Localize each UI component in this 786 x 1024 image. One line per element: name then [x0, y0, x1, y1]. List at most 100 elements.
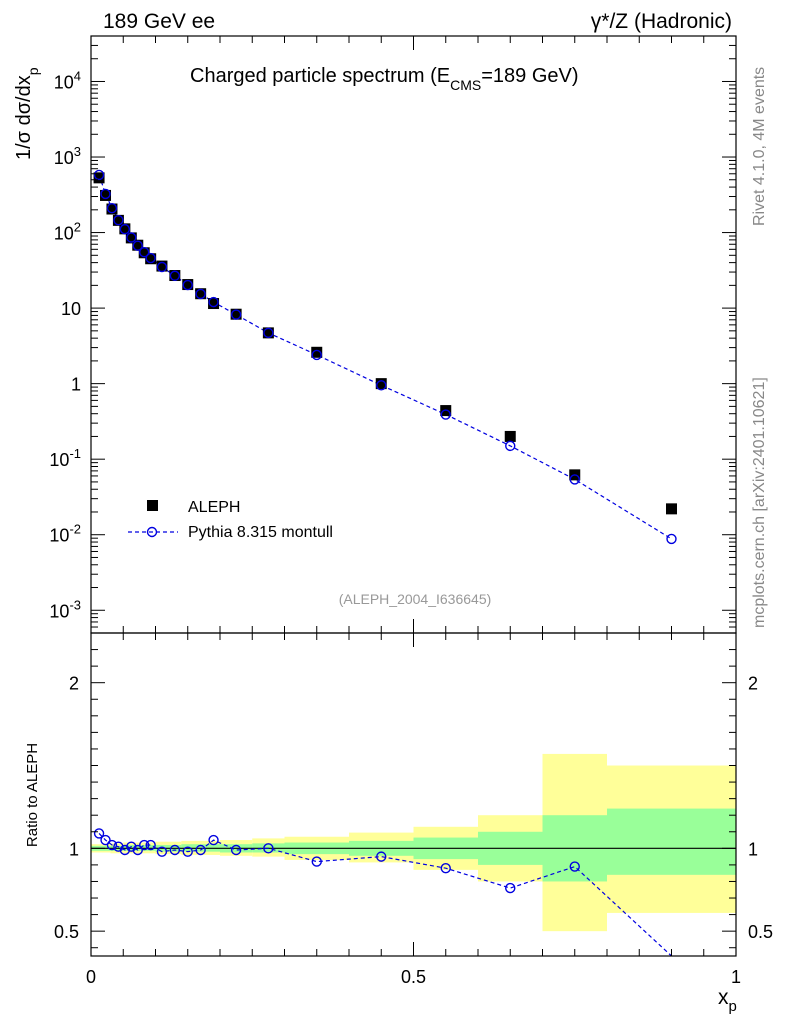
main-ytick-label-exp: 2 [74, 220, 81, 235]
aleph-point [125, 232, 137, 244]
main-title-sub: CMS [450, 77, 481, 93]
mc-point [126, 232, 137, 243]
ratio-point [132, 844, 143, 856]
mc-point [145, 252, 156, 264]
ratio-xtick-label: 0 [86, 967, 96, 987]
main-ylabel-sub: p [25, 67, 41, 75]
mc-point [263, 327, 274, 339]
aleph-point [119, 223, 131, 235]
ratio-xtick-label: 1 [731, 967, 741, 987]
aleph-point [182, 279, 194, 291]
mc-point [230, 309, 242, 320]
aleph-point [156, 260, 168, 272]
main-ytick-label-exp: -1 [69, 446, 81, 461]
mc-point [208, 296, 219, 308]
mc-point [156, 261, 168, 273]
main-ytick-label-base: 10 [54, 148, 74, 168]
mc-point [139, 246, 150, 258]
main-ytick-label: 1 [71, 375, 81, 395]
main-ytick-label-exp: -2 [69, 522, 81, 537]
mc-point [195, 288, 206, 300]
side-rivet: Rivet 4.1.0, 4M events [751, 67, 768, 226]
ratio-ytick-label-right: 2 [748, 674, 758, 694]
mc-point [93, 169, 105, 181]
ratio-xlabel-sub: p [729, 998, 737, 1015]
ratio-point [376, 851, 387, 862]
main-title-text: Charged particle spectrum (E [190, 65, 450, 87]
header-right: γ*/Z (Hadronic) [591, 10, 732, 33]
ratio-ytick-label: 2 [69, 674, 79, 694]
mc-point [569, 474, 580, 485]
aleph-point [100, 189, 112, 201]
ratio-xlabel: xp [718, 986, 737, 1015]
ratio-point [230, 844, 242, 856]
mc-point [666, 533, 677, 545]
aleph-point [106, 203, 118, 215]
legend-label-aleph: ALEPH [188, 499, 240, 516]
main-ytick-label-exp: 3 [74, 144, 81, 159]
side-mcplots: mcplots.cern.ch [arXiv:2401.10621] [751, 377, 768, 628]
ratio-xlabel-text: x [718, 986, 729, 1009]
aleph-point [112, 214, 124, 226]
main-ytick-label: 103 [54, 144, 81, 168]
main-ytick-label: 10-2 [49, 522, 81, 546]
aleph-point [169, 270, 181, 282]
aleph-point [262, 327, 274, 339]
ratio-point [263, 843, 274, 854]
ratio-xtick-label: 0.5 [401, 967, 426, 987]
main-ytick-label-base: 10 [49, 450, 69, 470]
aleph-point [138, 247, 150, 259]
ratio-point [93, 828, 105, 839]
aleph-point [145, 253, 157, 265]
ratio-point [169, 844, 181, 856]
legend: ALEPH Pythia 8.315 montull [128, 499, 333, 541]
analysis-tag: (ALEPH_2004_I636645) [339, 591, 492, 607]
mc-line [98, 174, 672, 540]
ratio-point [208, 834, 219, 846]
ratio-point [182, 846, 193, 857]
main-ytick-label: 10 [61, 299, 81, 319]
ratio-band-green [607, 808, 736, 875]
mc-point [106, 203, 118, 214]
ratio-point [113, 841, 124, 852]
ratio-point [126, 841, 137, 852]
main-ytick-label-base: 10 [49, 601, 69, 621]
main-title-tail: =189 GeV) [481, 65, 578, 87]
aleph-point [230, 308, 242, 320]
mc-point [311, 349, 322, 361]
legend-marker-aleph [147, 500, 158, 511]
main-ytick-label: 104 [54, 68, 81, 92]
ratio-point [145, 839, 156, 851]
ratio-point [156, 846, 168, 857]
main-ytick-label: 10-3 [49, 597, 81, 621]
ratio-point [139, 839, 150, 851]
mc-point [440, 409, 451, 420]
ratio-line [98, 832, 672, 956]
ratio-ylabel: Ratio to ALEPH [24, 743, 41, 847]
mc-point [132, 240, 143, 251]
main-ylabel: 1/σ dσ/dxp [13, 67, 41, 160]
mc-point [376, 380, 387, 391]
ratio-point [100, 834, 111, 846]
main-ytick-label: 10-1 [49, 446, 81, 470]
main-ytick-label-exp: -3 [69, 597, 81, 612]
main-title: Charged particle spectrum (ECMS=189 GeV) [190, 65, 579, 93]
main-ytick-label-base: 10 [54, 224, 74, 244]
mc-point [505, 440, 516, 452]
main-ytick-label-base: 10 [54, 72, 74, 92]
ratio-ytick-label-right: 0.5 [748, 922, 773, 942]
ratio-ytick-label: 1 [69, 839, 79, 859]
ratio-ytick-label: 0.5 [54, 922, 79, 942]
aleph-point [504, 430, 516, 442]
ratio-point [106, 839, 118, 851]
header-left: 189 GeV ee [103, 10, 215, 33]
ratio-point [505, 882, 516, 894]
main-frame [90, 35, 737, 634]
ratio-point [119, 844, 131, 856]
ratio-point [569, 861, 580, 872]
mc-point [182, 279, 193, 291]
ratio-point [195, 844, 206, 856]
mc-point [100, 188, 111, 200]
main-ylabel-text: 1/σ dσ/dx [13, 75, 35, 160]
